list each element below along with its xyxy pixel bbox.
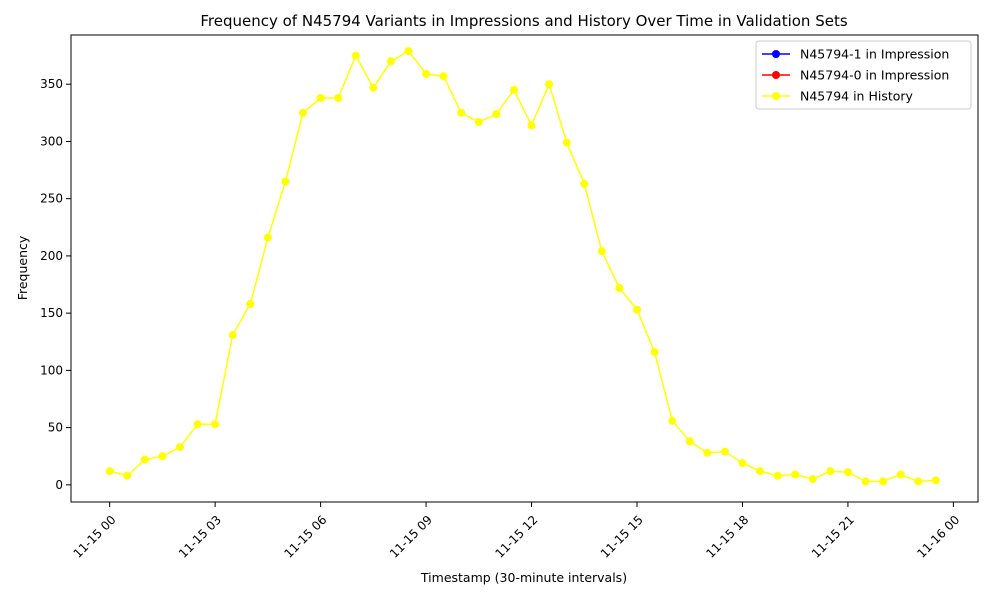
x-tick-label: 11-15 15 xyxy=(598,513,646,561)
y-tick-label: 350 xyxy=(40,77,63,91)
legend-swatch-marker xyxy=(772,71,780,79)
data-point xyxy=(386,57,395,66)
data-point xyxy=(404,47,413,55)
legend-box xyxy=(755,40,972,110)
legend-swatch-marker xyxy=(772,50,780,58)
data-point xyxy=(457,108,466,117)
y-tick-label: 300 xyxy=(40,134,63,148)
x-tick-label: 11-15 03 xyxy=(176,513,224,561)
data-point xyxy=(633,305,641,314)
data-point xyxy=(685,437,694,446)
data-point xyxy=(439,72,448,81)
y-tick-label: 250 xyxy=(40,192,63,206)
x-tick-label: 11-15 09 xyxy=(387,513,435,561)
data-point xyxy=(738,459,747,468)
legend-entry: N45794 in History xyxy=(800,89,914,104)
legend: N45794-1 in Impression N45794-0 in Impres… xyxy=(755,40,972,110)
x-axis: 11-15 00 11-15 03 11-15 06 11-15 09 11-15 12… xyxy=(71,502,962,561)
data-point xyxy=(474,118,483,126)
data-point xyxy=(316,94,325,102)
data-point xyxy=(527,121,536,130)
y-axis: 0 50 100 150 200 250 300 350 xyxy=(40,77,71,492)
data-point xyxy=(510,85,518,94)
data-point xyxy=(281,177,290,186)
data-point xyxy=(351,51,360,60)
data-point xyxy=(773,471,782,480)
x-tick-label: 11-15 18 xyxy=(703,513,751,561)
data-point xyxy=(896,470,905,479)
data-point xyxy=(615,284,624,292)
legend-swatch-marker xyxy=(772,92,780,100)
data-point xyxy=(562,138,571,147)
series-line-2 xyxy=(109,50,936,483)
x-tick-label: 11-15 21 xyxy=(809,513,857,561)
data-point xyxy=(861,477,870,486)
x-tick-label: 11-16 00 xyxy=(914,513,962,561)
data-point xyxy=(123,471,132,480)
y-tick-label: 0 xyxy=(55,478,63,492)
data-point xyxy=(826,467,835,476)
data-point xyxy=(228,330,237,339)
data-point xyxy=(879,477,888,486)
x-tick-label: 11-15 00 xyxy=(71,513,119,561)
data-point xyxy=(914,477,923,486)
data-point xyxy=(545,80,554,89)
plot-frame xyxy=(70,34,979,503)
data-point xyxy=(158,452,167,461)
data-point xyxy=(492,110,501,118)
data-point xyxy=(650,348,659,357)
data-point xyxy=(211,420,220,429)
data-point xyxy=(703,448,712,457)
y-tick-label: 100 xyxy=(40,363,63,377)
data-point xyxy=(791,470,800,479)
legend-entry: N45794-0 in Impression xyxy=(800,68,949,83)
data-point xyxy=(931,476,940,485)
data-point xyxy=(720,447,729,456)
x-tick-label: 11-15 12 xyxy=(492,513,540,561)
x-axis-label: Timestamp (30-minute intervals) xyxy=(420,570,627,585)
chart-title: Frequency of N45794 Variants in Impressi… xyxy=(200,12,847,30)
y-tick-label: 150 xyxy=(40,306,63,320)
data-point xyxy=(140,455,149,464)
legend-entry: N45794-1 in Impression xyxy=(800,47,949,62)
data-point xyxy=(193,420,202,429)
data-point xyxy=(246,300,255,308)
y-axis-label: Frequency xyxy=(15,235,30,300)
data-point xyxy=(756,467,764,476)
series-layer xyxy=(105,47,940,486)
y-tick-label: 200 xyxy=(40,249,63,263)
data-point xyxy=(580,179,589,188)
data-point xyxy=(334,94,343,102)
data-point xyxy=(843,468,852,477)
data-point xyxy=(597,247,606,256)
data-point xyxy=(299,108,307,117)
data-point xyxy=(176,443,184,452)
data-point xyxy=(422,69,431,78)
data-point xyxy=(263,233,272,242)
data-point xyxy=(808,475,817,484)
x-tick-label: 11-15 06 xyxy=(282,513,330,561)
data-point xyxy=(105,467,114,476)
data-point xyxy=(668,416,677,425)
plot-area xyxy=(70,34,979,503)
data-point xyxy=(369,83,378,92)
y-tick-label: 50 xyxy=(48,421,63,435)
